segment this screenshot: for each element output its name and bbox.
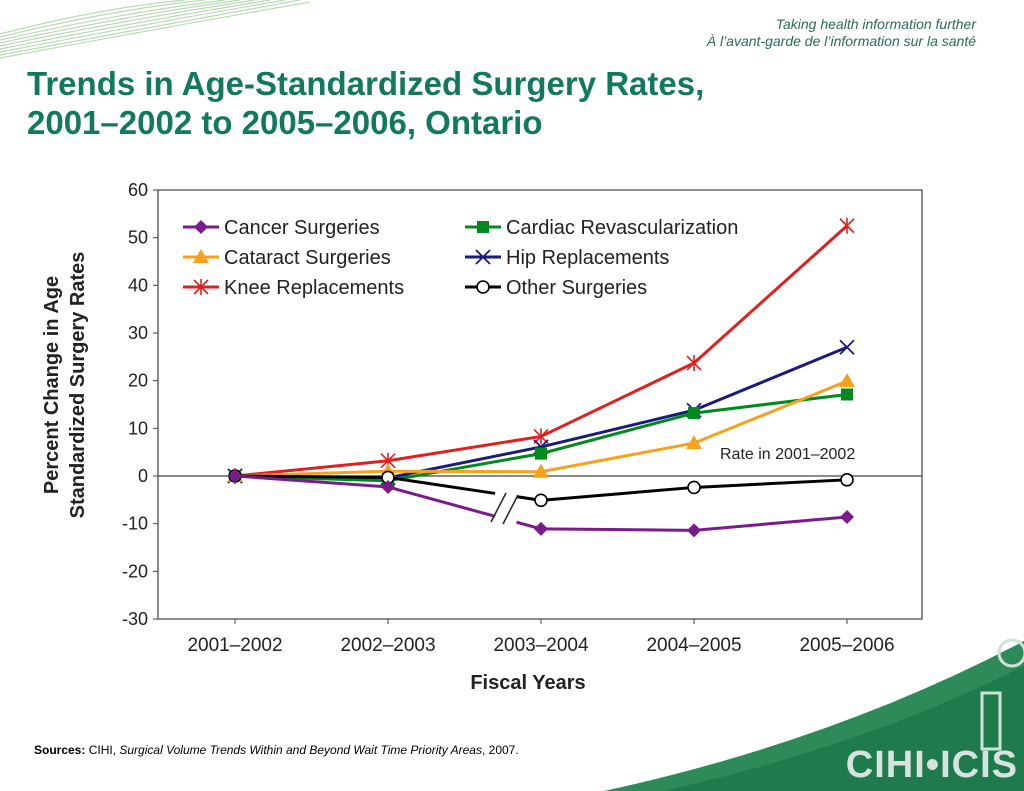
header-stripes-decoration (0, 0, 311, 59)
series-cataract-surgeries (227, 373, 855, 482)
series-hip-replacements (227, 339, 855, 486)
legend-marker (193, 279, 209, 295)
x-axis-title: Fiscal Years (470, 672, 585, 694)
x-tick-label: 2002–2003 (340, 635, 435, 656)
corner-swoosh-decoration (604, 638, 1024, 791)
slide-title-line-2: 2001–2002 to 2005–2006, Ontario (27, 104, 543, 141)
tagline-english: Taking health information further (775, 16, 976, 32)
legend-marker (477, 221, 489, 233)
y-tick-label: -20 (122, 561, 148, 581)
tagline-french: À l’avant-garde de l’information sur la … (706, 33, 976, 49)
legend-marker (476, 280, 490, 294)
axis-break-line (490, 492, 507, 523)
x-tick-label: 2004–2005 (646, 635, 741, 656)
cihi-logo: CIHI•ICIS (845, 744, 1018, 786)
legend-label: Cardiac Revascularization (506, 217, 738, 239)
y-tick-label: 60 (128, 180, 148, 200)
x-tick-label: 2005–2006 (799, 635, 894, 656)
y-tick-label: 20 (128, 371, 148, 391)
legend-label: Knee Replacements (224, 277, 404, 299)
data-point (533, 463, 549, 478)
data-point (535, 447, 547, 460)
data-point (841, 388, 853, 401)
data-point (840, 509, 854, 524)
legend-label: Other Surgeries (506, 277, 647, 299)
y-tick-label: 0 (138, 466, 148, 486)
annotation-rate-2001-2002: Rate in 2001–2002 (720, 446, 855, 463)
data-point (840, 473, 854, 487)
legend-item-other-surgeries: Other Surgeries (465, 277, 647, 299)
sources-publication: Surgical Volume Trends Within and Beyond… (119, 743, 482, 757)
legend-label: Hip Replacements (506, 247, 669, 269)
data-point (688, 407, 700, 420)
legend-marker (193, 249, 209, 263)
series-cancer-surgeries (228, 469, 854, 538)
y-tick-label: 10 (128, 418, 148, 438)
slide-title: Trends in Age-Standardized Surgery Rates… (27, 64, 704, 142)
legend-item-knee-replacements: Knee Replacements (183, 277, 404, 299)
data-point (686, 355, 702, 372)
sources-note: Sources: CIHI, Surgical Volume Trends Wi… (34, 743, 519, 757)
series-line (516, 478, 848, 502)
tagline: Taking health information further À l’av… (707, 16, 976, 50)
plot-frame (157, 189, 923, 620)
x-tick-label: 2003–2004 (493, 635, 589, 656)
series-line (516, 515, 848, 532)
legend-item-cataract-surgeries: Cataract Surgeries (183, 247, 391, 269)
legend-marker (194, 220, 208, 234)
legend-marker (475, 249, 491, 265)
data-point (228, 469, 242, 483)
legend-label: Cancer Surgeries (224, 217, 380, 239)
sources-org: CIHI, (85, 743, 120, 757)
y-tick-label: 40 (128, 275, 148, 295)
y-tick-label: -10 (122, 514, 148, 534)
sources-year: , 2007. (481, 743, 519, 757)
y-tick-label: 30 (128, 323, 148, 343)
data-point (687, 480, 701, 495)
series-line (234, 474, 496, 518)
x-tick-label: 2001–2002 (187, 635, 282, 656)
data-point (686, 435, 702, 450)
data-point (839, 373, 855, 388)
axis-break-line (502, 494, 519, 525)
axis-break-marker (490, 492, 519, 525)
legend-label: Cataract Surgeries (224, 247, 391, 269)
data-point (839, 339, 855, 355)
y-axis-title-line-2: Standardized Surgery Rates (67, 252, 89, 519)
data-point (534, 493, 548, 508)
data-point (534, 521, 548, 536)
data-point (687, 523, 701, 538)
slide-title-line-1: Trends in Age-Standardized Surgery Rates… (27, 65, 705, 102)
sources-label: Sources: (34, 743, 86, 757)
data-point (839, 217, 855, 234)
legend-item-hip-replacements: Hip Replacements (465, 247, 669, 269)
y-axis-title-line-1: Percent Change in Age (41, 276, 63, 494)
y-tick-label: -30 (122, 609, 148, 629)
chart-legend: Cancer Surgeries Cardiac Revascularizatio… (183, 217, 738, 299)
data-point (381, 479, 395, 494)
legend-item-cancer-surgeries: Cancer Surgeries (183, 217, 380, 239)
y-tick-label: 50 (128, 228, 148, 248)
legend-item-cardiac-revascularization: Cardiac Revascularization (465, 217, 738, 239)
